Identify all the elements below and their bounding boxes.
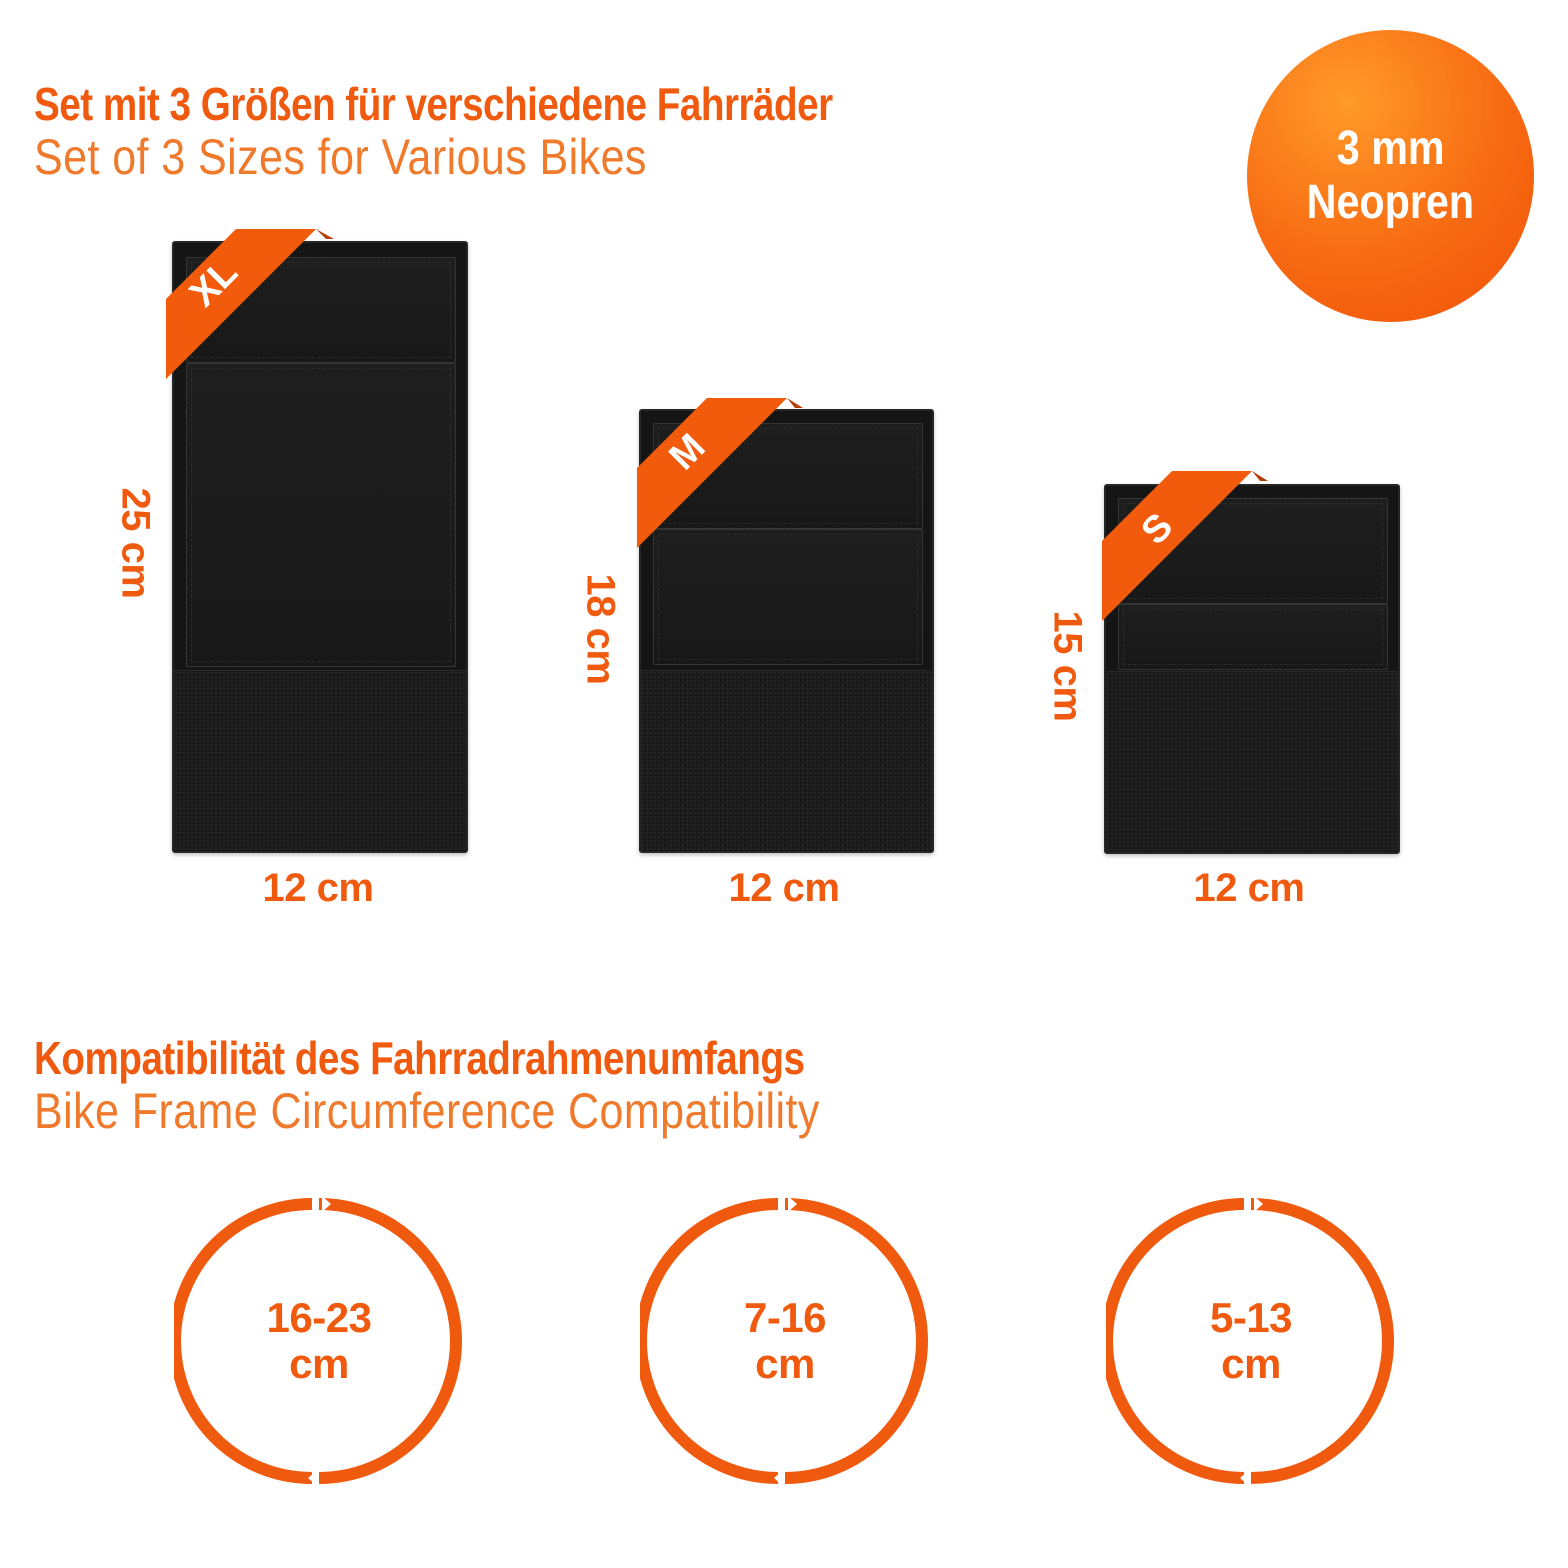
compat-heading: Kompatibilität des Fahrradrahmenumfangs …	[34, 1032, 951, 1138]
product-xl-size-ribbon	[166, 229, 334, 379]
sizes-heading: Set mit 3 Größen für verschiedene Fahrrä…	[34, 78, 985, 184]
circumference-ring-m	[640, 1196, 928, 1486]
product-xl	[172, 241, 468, 853]
product-m-height: 18 cm	[578, 573, 623, 685]
product-m-body	[653, 529, 923, 665]
product-m-width: 12 cm	[728, 866, 840, 910]
product-m	[639, 409, 934, 853]
circumference-xl-range: 16-23	[266, 1294, 372, 1341]
product-m-size-ribbon	[637, 398, 803, 548]
product-s-width: 12 cm	[1193, 866, 1305, 910]
compat-heading-de: Kompatibilität des Fahrradrahmenumfangs	[34, 1032, 805, 1084]
circumference-s-range: 5-13	[1209, 1294, 1293, 1341]
circumference-ring-xl	[174, 1196, 462, 1486]
circumference-s-unit: cm	[1221, 1340, 1281, 1387]
product-xl-body	[186, 363, 456, 667]
sizes-heading-de: Set mit 3 Größen für verschiedene Fahrrä…	[34, 78, 833, 130]
circumference-ring-s	[1106, 1196, 1394, 1486]
badge-line-2: Neopren	[1306, 176, 1475, 229]
product-s-height: 15 cm	[1045, 610, 1090, 722]
product-s-body	[1118, 604, 1388, 670]
badge-line-1: 3 mm	[1336, 122, 1445, 175]
circumference-m-range: 7-16	[743, 1294, 827, 1341]
product-s-size-ribbon	[1102, 471, 1268, 621]
product-xl-velcro	[174, 670, 466, 851]
product-s	[1104, 484, 1400, 854]
product-m-velcro	[641, 670, 932, 851]
circumference-m-text: 7-16 cm	[675, 1295, 895, 1387]
sizes-heading-en: Set of 3 Sizes for Various Bikes	[34, 129, 647, 185]
circumference-s-text: 5-13 cm	[1141, 1295, 1361, 1387]
compat-heading-en: Bike Frame Circumference Compatibility	[34, 1083, 820, 1139]
product-s-velcro	[1106, 671, 1398, 852]
circumference-xl-text: 16-23 cm	[209, 1295, 429, 1387]
product-xl-width: 12 cm	[262, 866, 374, 910]
product-xl-height: 25 cm	[113, 487, 158, 599]
neoprene-badge: 3 mm Neopren	[1247, 30, 1534, 322]
circumference-m-unit: cm	[755, 1340, 815, 1387]
circumference-xl-unit: cm	[289, 1340, 349, 1387]
